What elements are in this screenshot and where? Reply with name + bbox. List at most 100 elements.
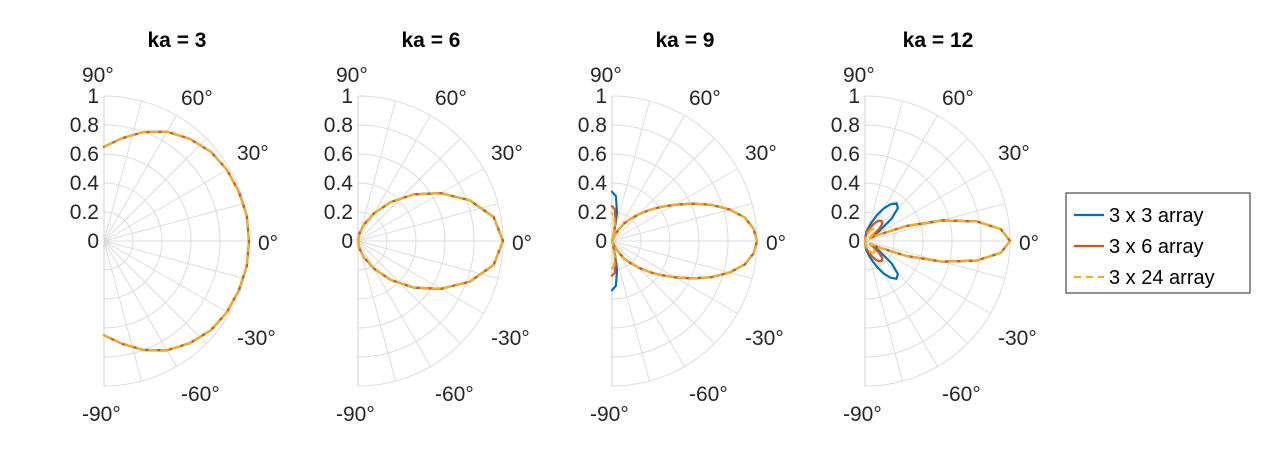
panel-title: ka = 9: [656, 29, 715, 52]
theta-tick-label: 90°: [336, 64, 368, 87]
theta-grid-line: [357, 240, 484, 314]
polar-panels: ka = 3 0 0.2 0.4 0.6 0.8 1 -90° -60° -30° 0° 30° 60°…: [70, 29, 1039, 426]
theta-tick-label: 30°: [491, 142, 523, 165]
theta-tick-label: -60°: [689, 383, 728, 406]
theta-grid-line: [103, 240, 245, 280]
theta-grid-line: [103, 115, 177, 242]
r-tick-label: 0: [848, 230, 860, 253]
theta-tick-label: 0°: [258, 232, 278, 255]
theta-grid-line: [103, 138, 207, 242]
r-tick-label: 1: [341, 85, 353, 108]
theta-tick-label: 30°: [745, 142, 777, 165]
theta-tick-label: 30°: [998, 142, 1030, 165]
theta-grid-line: [103, 100, 143, 242]
theta-grid-line: [103, 168, 230, 242]
r-tick-label: 0.2: [831, 201, 860, 224]
series-line-3: [863, 219, 1012, 263]
theta-grid-line: [357, 240, 461, 344]
theta-tick-label: 90°: [82, 64, 114, 87]
theta-tick-label: -30°: [491, 327, 530, 350]
theta-grid-line: [357, 240, 431, 367]
theta-grid-line: [103, 240, 230, 314]
r-tick-label: 0.6: [578, 143, 607, 166]
r-tick-label: 1: [595, 85, 607, 108]
legend-label-3: 3 x 24 array: [1109, 267, 1215, 289]
theta-grid-line: [103, 202, 245, 242]
theta-grid-line: [103, 240, 207, 344]
polar-panel-2: ka = 6 0 0.2 0.4 0.6 0.8 1 -90° -60° -30° 0° 30° 60°…: [324, 29, 532, 426]
r-tick-label: 0: [87, 230, 99, 253]
theta-grid-line: [103, 240, 177, 367]
theta-grid-line: [611, 240, 715, 344]
theta-grid-line: [864, 240, 991, 314]
legend-items: 3 x 3 array 3 x 6 array 3 x 24 array: [1074, 205, 1215, 289]
r-tick-label: 0.8: [831, 114, 860, 137]
theta-grid-line: [103, 240, 143, 382]
polar-panel-3: ka = 9 0 0.2 0.4 0.6 0.8 1 -90° -60° -30° 0° 30° 60°…: [578, 29, 786, 426]
r-tick-label: 0.2: [70, 201, 99, 224]
theta-tick-label: 60°: [181, 87, 213, 110]
r-tick-label: 0.8: [70, 114, 99, 137]
theta-tick-label: -90°: [82, 403, 121, 426]
r-tick-label: 0.4: [578, 172, 608, 195]
theta-grid-line: [357, 202, 499, 242]
theta-tick-label: 60°: [435, 87, 467, 110]
r-tick-label: 1: [848, 85, 860, 108]
theta-grid-line: [611, 240, 651, 382]
theta-grid-line: [611, 100, 651, 242]
r-tick-label: 0.6: [70, 143, 99, 166]
theta-tick-label: 90°: [590, 64, 622, 87]
theta-tick-label: -30°: [745, 327, 784, 350]
legend: 3 x 3 array 3 x 6 array 3 x 24 array: [1065, 192, 1251, 294]
theta-grid-line: [864, 240, 904, 382]
panel-title: ka = 6: [402, 29, 461, 52]
theta-tick-label: 0°: [512, 232, 532, 255]
theta-grid-line: [357, 115, 431, 242]
panel-title: ka = 3: [148, 29, 207, 52]
theta-tick-label: -60°: [181, 383, 220, 406]
r-tick-label: 0.2: [324, 201, 353, 224]
theta-grid-line: [357, 240, 397, 382]
theta-grid-line: [864, 115, 938, 242]
theta-tick-label: -90°: [590, 403, 629, 426]
theta-tick-label: -90°: [843, 403, 882, 426]
r-tick-label: 0.8: [324, 114, 353, 137]
theta-grid-line: [864, 100, 904, 242]
series-line-3: [102, 130, 251, 352]
theta-tick-label: -90°: [336, 403, 375, 426]
r-tick-label: 0.4: [70, 172, 100, 195]
theta-grid-line: [864, 240, 938, 367]
theta-tick-label: 30°: [237, 142, 269, 165]
theta-tick-label: -60°: [942, 383, 981, 406]
r-tick-label: 1: [87, 85, 99, 108]
theta-tick-label: 60°: [689, 87, 721, 110]
theta-tick-label: 0°: [766, 232, 786, 255]
theta-grid-line: [357, 240, 499, 280]
r-tick-label: 0: [595, 230, 607, 253]
theta-tick-label: 0°: [1019, 232, 1039, 255]
theta-tick-label: 60°: [942, 87, 974, 110]
series-line-3: [610, 202, 759, 280]
theta-tick-label: -60°: [435, 383, 474, 406]
polar-panel-1: ka = 3 0 0.2 0.4 0.6 0.8 1 -90° -60° -30° 0° 30° 60°…: [70, 29, 278, 426]
r-tick-label: 0: [341, 230, 353, 253]
r-tick-label: 0.4: [324, 172, 354, 195]
theta-grid-line: [357, 100, 397, 242]
r-tick-label: 0.2: [578, 201, 607, 224]
theta-tick-label: 90°: [843, 64, 875, 87]
theta-tick-label: -30°: [998, 327, 1037, 350]
theta-grid-line: [611, 115, 685, 242]
theta-tick-label: -30°: [237, 327, 276, 350]
polar-panel-4: ka = 12 0 0.2 0.4 0.6 0.8 1 -90° -60° -30° 0° 30° 60…: [831, 29, 1039, 426]
legend-label-1: 3 x 3 array: [1109, 205, 1203, 227]
r-tick-label: 0.6: [324, 143, 353, 166]
theta-grid-line: [611, 240, 685, 367]
theta-grid-line: [864, 168, 991, 242]
r-tick-label: 0.6: [831, 143, 860, 166]
theta-grid-line: [357, 138, 461, 242]
r-tick-label: 0.4: [831, 172, 861, 195]
legend-label-2: 3 x 6 array: [1109, 236, 1203, 258]
panel-title: ka = 12: [903, 29, 974, 52]
theta-grid-line: [357, 168, 484, 242]
